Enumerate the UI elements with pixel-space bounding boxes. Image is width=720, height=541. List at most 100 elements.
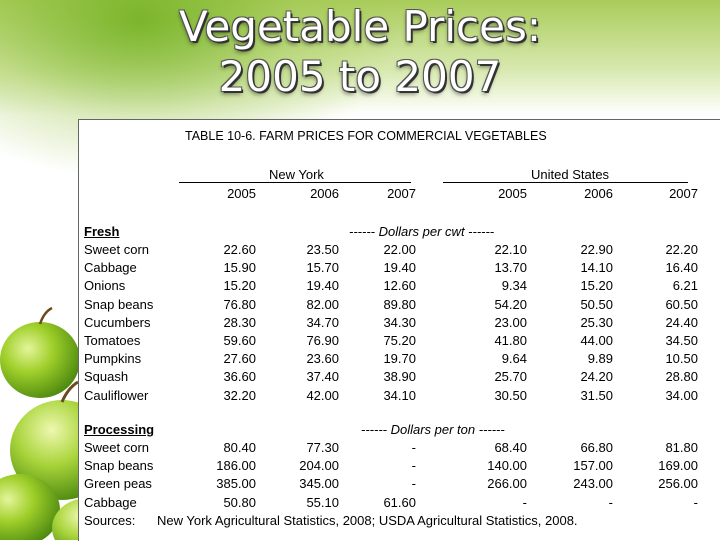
value-cell: 68.40 bbox=[494, 440, 527, 455]
sources-text: New York Agricultural Statistics, 2008; … bbox=[157, 513, 578, 528]
value-cell: 10.50 bbox=[665, 351, 698, 367]
value-cell: 169.00 bbox=[658, 458, 698, 474]
value-cell: 186.00 bbox=[216, 458, 256, 474]
value-cell: 256.00 bbox=[658, 476, 698, 492]
value-cell: 22.10 bbox=[494, 242, 527, 257]
value-cell: 81.80 bbox=[665, 440, 698, 455]
value-cell: 15.20 bbox=[223, 278, 256, 294]
value-cell: 6.21 bbox=[672, 278, 698, 294]
row-label: Cauliflower bbox=[84, 387, 149, 403]
value-cell: 25.70 bbox=[494, 369, 527, 385]
value-cell: 32.20 bbox=[223, 387, 256, 403]
group-header-new-york: New York bbox=[269, 167, 324, 182]
value-cell: 54.20 bbox=[494, 296, 527, 312]
unit-label-fresh: ------ Dollars per cwt ------ bbox=[349, 224, 495, 239]
value-cell: 15.20 bbox=[580, 278, 613, 294]
value-cell: 77.30 bbox=[306, 440, 339, 455]
slide-title: Vegetable Prices: 2005 to 2007 bbox=[0, 2, 720, 102]
value-cell: 385.00 bbox=[216, 476, 256, 492]
value-cell: 82.00 bbox=[306, 296, 339, 312]
value-cell: - bbox=[411, 458, 416, 474]
value-cell: 24.20 bbox=[580, 369, 613, 385]
value-cell: 23.50 bbox=[306, 242, 339, 257]
value-cell: 44.00 bbox=[580, 333, 613, 348]
row-label: Sweet corn bbox=[84, 242, 150, 257]
year-header-cell: 2007 bbox=[387, 186, 416, 201]
value-cell: 50.80 bbox=[223, 494, 256, 510]
value-cell: 30.50 bbox=[494, 387, 527, 403]
value-cell: 50.50 bbox=[580, 296, 613, 312]
year-header-cell: 2006 bbox=[584, 186, 613, 201]
value-cell: - bbox=[522, 494, 527, 510]
group-rule-new-york bbox=[179, 182, 411, 183]
value-cell: - bbox=[411, 440, 416, 455]
value-cell: 9.34 bbox=[501, 278, 527, 294]
value-cell: 345.00 bbox=[299, 476, 339, 492]
row-label: Squash bbox=[84, 369, 129, 385]
value-cell: 36.60 bbox=[223, 369, 256, 385]
value-cell: 42.00 bbox=[306, 387, 339, 403]
value-cell: 140.00 bbox=[487, 458, 527, 474]
group-rule-united-states bbox=[443, 182, 688, 183]
value-cell: 66.80 bbox=[580, 440, 613, 455]
value-cell: 28.30 bbox=[223, 314, 256, 330]
slide-title-line1: Vegetable Prices: bbox=[178, 2, 542, 51]
value-cell: 89.80 bbox=[383, 296, 416, 312]
value-cell: 23.60 bbox=[306, 351, 339, 367]
value-cell: 60.50 bbox=[665, 296, 698, 312]
value-cell: 31.50 bbox=[580, 387, 613, 403]
value-cell: 59.60 bbox=[223, 333, 256, 348]
value-cell: 14.10 bbox=[580, 260, 613, 276]
table-caption: TABLE 10-6. FARM PRICES FOR COMMERCIAL V… bbox=[185, 129, 547, 143]
value-cell: 16.40 bbox=[665, 260, 698, 276]
row-label: Pumpkins bbox=[84, 351, 142, 367]
value-cell: 12.60 bbox=[383, 278, 416, 294]
value-cell: 61.60 bbox=[383, 494, 416, 510]
group-header-united-states: United States bbox=[531, 167, 610, 182]
row-label: Tomatoes bbox=[84, 333, 141, 348]
sources-label: Sources: bbox=[84, 513, 136, 528]
value-cell: 15.90 bbox=[223, 260, 256, 276]
value-cell: 157.00 bbox=[573, 458, 613, 474]
value-cell: 75.20 bbox=[383, 333, 416, 348]
row-label: Sweet corn bbox=[84, 440, 150, 455]
year-header-cell: 2007 bbox=[669, 186, 698, 201]
value-cell: 41.80 bbox=[494, 333, 527, 348]
value-cell: 19.40 bbox=[306, 278, 339, 294]
value-cell: 34.30 bbox=[383, 314, 416, 330]
value-cell: 22.20 bbox=[665, 242, 698, 257]
value-cell: 19.40 bbox=[383, 260, 416, 276]
year-header-cell: 2006 bbox=[310, 186, 339, 201]
value-cell: 204.00 bbox=[299, 458, 339, 474]
value-cell: 22.60 bbox=[223, 242, 256, 257]
row-label: Cucumbers bbox=[84, 314, 151, 330]
slide-title-line2: 2005 to 2007 bbox=[218, 52, 502, 101]
value-cell: 9.64 bbox=[501, 351, 527, 367]
value-cell: 19.70 bbox=[383, 351, 416, 367]
value-cell: 80.40 bbox=[223, 440, 256, 455]
section-header-processing: Processing bbox=[84, 422, 155, 437]
value-cell: 15.70 bbox=[306, 260, 339, 276]
value-cell: 34.50 bbox=[665, 333, 698, 348]
value-cell: - bbox=[608, 494, 613, 510]
value-cell: 37.40 bbox=[306, 369, 339, 385]
value-cell: 55.10 bbox=[306, 494, 339, 510]
value-cell: 24.40 bbox=[665, 314, 698, 330]
value-cell: 243.00 bbox=[573, 476, 613, 492]
vegetable-price-table: TABLE 10-6. FARM PRICES FOR COMMERCIAL V… bbox=[78, 119, 720, 541]
value-cell: 34.10 bbox=[383, 387, 416, 403]
section-header-fresh: Fresh bbox=[84, 224, 120, 239]
value-cell: 23.00 bbox=[494, 314, 527, 330]
value-cell: 34.70 bbox=[306, 314, 339, 330]
value-cell: - bbox=[693, 494, 698, 510]
row-label: Snap beans bbox=[84, 458, 154, 474]
value-cell: 34.00 bbox=[665, 387, 698, 403]
value-cell: 27.60 bbox=[223, 351, 256, 367]
value-cell: 38.90 bbox=[383, 369, 416, 385]
row-label: Snap beans bbox=[84, 296, 154, 312]
value-cell: 76.90 bbox=[306, 333, 339, 348]
value-cell: 76.80 bbox=[223, 296, 256, 312]
row-label: Green peas bbox=[84, 476, 152, 492]
value-cell: 22.90 bbox=[580, 242, 613, 257]
row-label: Cabbage bbox=[84, 494, 137, 510]
